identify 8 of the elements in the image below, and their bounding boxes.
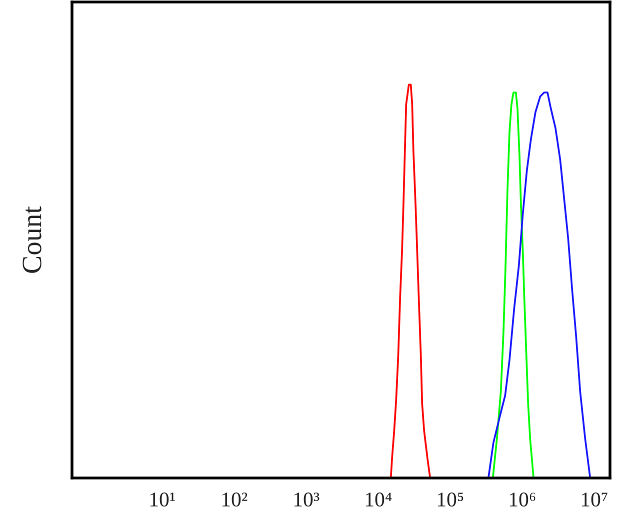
y-axis-title: Count bbox=[22, 206, 42, 273]
x-tick-label: 10¹ bbox=[150, 492, 175, 507]
x-tick-label: 10⁷ bbox=[582, 492, 608, 507]
x-tick-label: 10² bbox=[222, 492, 248, 507]
x-tick-label: 10⁶ bbox=[510, 492, 536, 507]
x-tick-label: 10⁴ bbox=[366, 492, 392, 507]
x-tick-label: 10⁵ bbox=[438, 492, 464, 507]
x-tick-label: 10³ bbox=[294, 492, 320, 507]
